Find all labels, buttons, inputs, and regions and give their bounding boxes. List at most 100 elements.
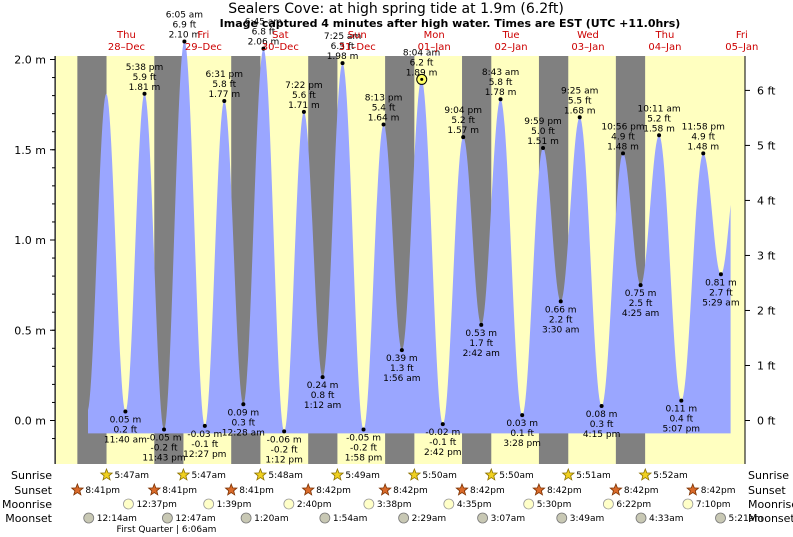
tide-point-low — [638, 283, 643, 288]
tide-time: 10:11 am — [638, 104, 681, 114]
tide-time: 1:58 pm — [345, 454, 383, 464]
sunset-time: 8:42pm — [547, 486, 582, 496]
right-axis-tick-label: 1 ft — [757, 359, 776, 372]
left-axis-tick-label: 1.0 m — [14, 234, 46, 247]
tide-height-m: -0.06 m — [267, 435, 302, 445]
tide-height-ft: 5.0 ft — [531, 127, 555, 137]
tide-height-m: 1.58 m — [643, 124, 675, 134]
moonset-time: 12:14am — [97, 514, 137, 524]
tide-height-ft: -0.1 ft — [429, 438, 456, 448]
sunrise-icon — [561, 467, 576, 481]
moonrise-icon — [682, 498, 694, 510]
tide-height-m: 1.64 m — [368, 113, 400, 123]
tide-time: 9:04 pm — [444, 106, 482, 116]
tide-height-m: 1.77 m — [208, 90, 240, 100]
sunset-icon — [378, 482, 392, 496]
tide-time: 3:28 pm — [503, 439, 541, 449]
day-name: Thu — [116, 30, 136, 41]
moonrise-time: 3:38pm — [377, 500, 412, 510]
moonset-time: 2:29am — [412, 514, 447, 524]
sunrise-row-label-left: Sunrise — [11, 469, 52, 482]
tide-point-low — [399, 348, 404, 353]
right-axis-tick-label: 0 ft — [757, 415, 776, 428]
tide-time: 7:22 pm — [285, 81, 323, 91]
day-name: Sat — [272, 30, 288, 41]
tide-point-low — [162, 427, 167, 432]
tide-height-m: 0.11 m — [665, 405, 697, 415]
right-axis-tick-label: 5 ft — [757, 139, 776, 152]
tide-time: 3:30 am — [542, 325, 579, 335]
day-name: Fri — [736, 30, 748, 41]
sunrise-time: 5:47am — [115, 471, 150, 481]
tide-height-ft: 2.7 ft — [709, 288, 733, 298]
tide-height-m: 1.78 m — [485, 88, 517, 98]
sunrise-time: 5:51am — [576, 471, 611, 481]
tide-height-m: 0.39 m — [386, 354, 418, 364]
tide-time: 1:56 am — [383, 374, 420, 384]
sunrise-icon — [638, 467, 653, 481]
moonrise-time: 4:35pm — [457, 500, 492, 510]
tide-point-high — [301, 109, 306, 114]
sunset-icon — [70, 482, 85, 496]
sunset-icon — [224, 482, 238, 496]
moon-phase-label: First Quarter | 6:06am — [117, 525, 217, 535]
day-date: 31–Dec — [339, 42, 376, 53]
sunrise-time: 5:50am — [422, 471, 457, 481]
sunset-time: 8:42pm — [624, 486, 659, 496]
tide-height-m: 1.98 m — [327, 52, 359, 62]
sunset-icon — [532, 482, 546, 496]
day-date: 30–Dec — [262, 42, 299, 53]
tide-height-m: 1.48 m — [607, 142, 639, 152]
tide-height-m: 0.08 m — [586, 410, 618, 420]
moonset-time: 3:49am — [570, 514, 605, 524]
day-name: Tue — [502, 30, 520, 41]
moonrise-time: 5:30pm — [537, 500, 572, 510]
day-date: 28–Dec — [108, 42, 145, 53]
day-date: 05–Jan — [725, 42, 758, 53]
tide-time: 11:43 pm — [142, 454, 185, 464]
tide-height-m: 0.53 m — [465, 329, 497, 339]
tide-point-high — [261, 46, 266, 51]
tide-time: 9:25 am — [561, 86, 598, 96]
tide-height-m: 1.48 m — [687, 142, 719, 152]
moonrise-time: 12:37pm — [136, 500, 176, 510]
moonrise-time: 7:10pm — [696, 500, 731, 510]
tide-time: 6:45 am — [245, 18, 282, 28]
day-date: 29–Dec — [185, 42, 222, 53]
tide-height-m: -0.05 m — [147, 434, 182, 444]
tide-point-high — [701, 151, 706, 156]
tide-height-ft: 5.2 ft — [451, 116, 475, 126]
moonset-time: 1:20am — [254, 514, 289, 524]
sunset-time: 8:42pm — [701, 486, 736, 496]
right-axis-tick-label: 4 ft — [757, 194, 776, 207]
tide-time: 7:25 am — [324, 32, 361, 42]
moonset-icon — [319, 512, 331, 524]
tide-time: 9:59 pm — [524, 117, 562, 127]
sunset-icon — [455, 482, 469, 496]
right-axis-tick-label: 2 ft — [757, 304, 776, 317]
day-labels: Thu28–DecFri29–DecSat30–DecSun31–DecMon0… — [108, 30, 758, 53]
tide-point-low — [679, 398, 684, 403]
tide-height-ft: 6.2 ft — [410, 58, 434, 68]
moonrise-icon — [283, 498, 295, 510]
tide-point-high — [182, 39, 187, 44]
water-level-area — [88, 41, 731, 434]
moonset-time: 4:33am — [649, 514, 684, 524]
tide-point-high — [621, 151, 626, 156]
moonset-time: 12:47am — [175, 514, 215, 524]
day-name: Wed — [577, 30, 599, 41]
right-axis-tick-label: 6 ft — [757, 84, 776, 97]
moonset-row-label-right: Moonset — [748, 512, 793, 525]
tide-point-high — [222, 99, 227, 104]
tide-time: 8:13 pm — [365, 93, 403, 103]
left-axis-tick-label: 0.0 m — [14, 415, 46, 428]
tide-height-ft: 0.2 ft — [114, 425, 138, 435]
tide-time: 2:42 am — [463, 349, 500, 359]
tide-time: 8:43 am — [482, 68, 519, 78]
left-axis-tick-label: 2.0 m — [14, 54, 46, 67]
tide-point-high — [461, 135, 466, 140]
tide-height-m: 2.10 m — [169, 30, 201, 40]
sunrise-icon — [330, 467, 345, 481]
moonset-icon — [715, 512, 726, 524]
